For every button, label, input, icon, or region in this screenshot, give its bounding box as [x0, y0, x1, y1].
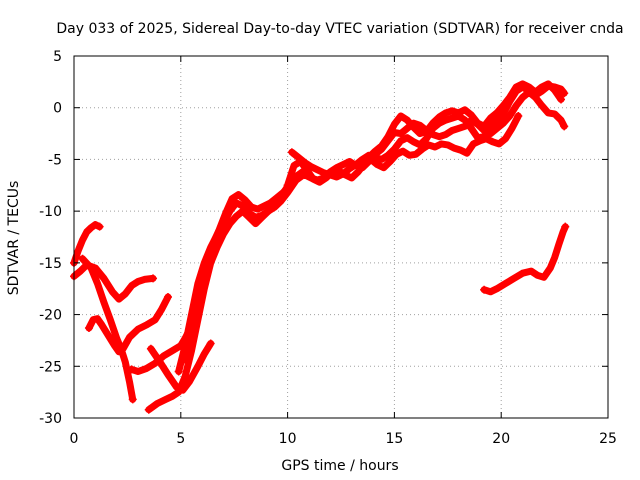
chart-title: Day 033 of 2025, Sidereal Day-to-day VTE… [56, 21, 623, 37]
series-line [480, 223, 569, 296]
y-tick-label: -25 [39, 359, 62, 375]
data-point-marker [561, 222, 570, 231]
series-arc-3 [78, 254, 137, 404]
series-line [85, 293, 172, 356]
y-tick-label: -10 [39, 204, 62, 220]
data-point-marker [128, 395, 137, 404]
series-line [358, 80, 565, 169]
series-arc-4 [84, 292, 172, 356]
data-point-marker [183, 357, 192, 366]
x-axis-title: GPS time / hours [281, 458, 398, 474]
series-arc-9 [183, 174, 303, 366]
data-point-marker [294, 174, 303, 183]
series-line [70, 221, 104, 267]
series-line [301, 82, 568, 184]
tick-labels: 0 5 10 15 20 25 -30 -25 -20 -15 -10 -5 0 5 [39, 49, 617, 447]
series-arc-14 [480, 222, 570, 296]
series-layer [70, 80, 570, 414]
y-tick-label: 5 [53, 49, 62, 65]
y-tick-label: -5 [48, 152, 62, 168]
data-point-marker [514, 111, 523, 120]
y-tick-label: -20 [39, 308, 62, 324]
x-tick-label: 5 [176, 431, 185, 447]
x-tick-label: 10 [279, 431, 297, 447]
data-point-marker [480, 285, 489, 294]
series-line [70, 261, 157, 303]
data-point-marker [300, 170, 309, 179]
data-point-marker [557, 95, 566, 104]
data-point-marker [206, 339, 215, 348]
x-tick-label: 15 [385, 431, 403, 447]
series-arc-2 [70, 261, 158, 303]
data-point-marker [95, 222, 104, 231]
y-tick-label: -15 [39, 256, 62, 272]
data-point-marker [146, 344, 155, 353]
series-line [183, 174, 302, 365]
data-point-marker [358, 160, 367, 169]
data-point-marker [144, 405, 153, 414]
series-line [79, 255, 137, 403]
data-point-marker [127, 365, 136, 374]
data-point-marker [84, 324, 93, 333]
data-point-marker [163, 292, 172, 301]
data-point-marker [287, 148, 296, 157]
series-arc-12 [300, 82, 569, 184]
y-tick-label: -30 [39, 411, 62, 427]
data-point-marker [149, 274, 158, 283]
data-point-marker [78, 254, 87, 263]
data-point-marker [283, 181, 292, 190]
x-tick-label: 25 [599, 431, 617, 447]
series-arc-13 [358, 80, 566, 169]
plot-frame [73, 55, 609, 419]
ticks [73, 55, 609, 419]
x-tick-label: 20 [492, 431, 510, 447]
data-point-marker [560, 89, 569, 98]
y-axis-title: SDTVAR / TECUs [6, 181, 22, 296]
data-point-marker [174, 367, 183, 376]
data-point-marker [560, 122, 569, 131]
x-tick-label: 0 [70, 431, 79, 447]
y-tick-label: 0 [53, 101, 62, 117]
